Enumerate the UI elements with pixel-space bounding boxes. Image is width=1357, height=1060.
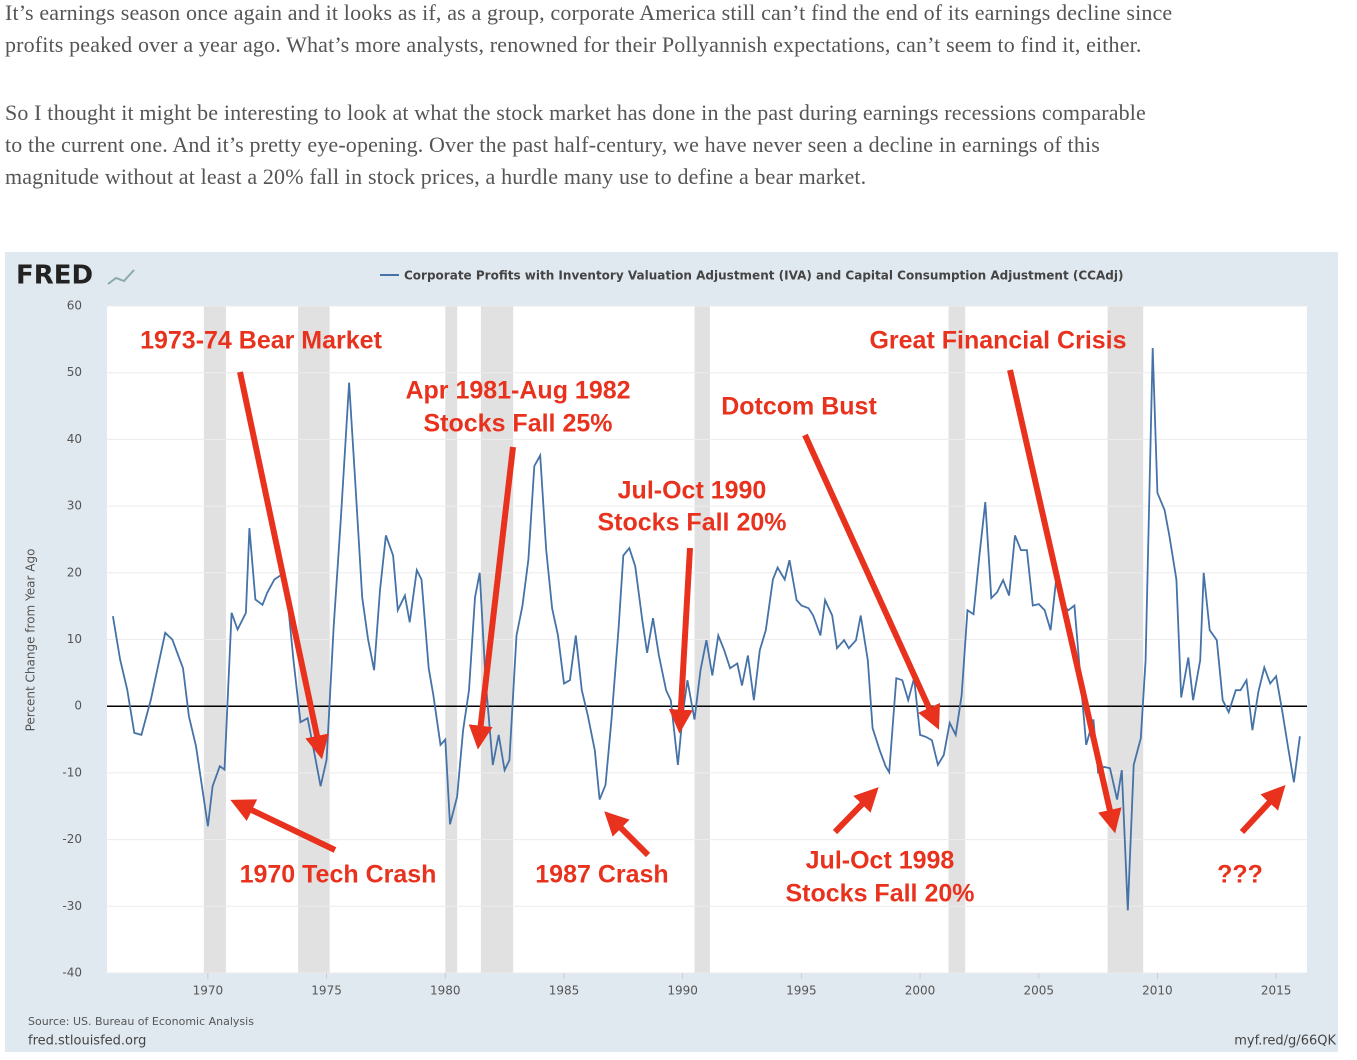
y-tick-label: 30 — [67, 499, 82, 513]
article-line: So I thought it might be interesting to … — [5, 100, 1146, 125]
annotation: Stocks Fall 20% — [786, 880, 975, 908]
y-tick-label: 20 — [67, 565, 82, 579]
arrow — [1007, 369, 1122, 834]
site: fred.stlouisfed.org — [28, 1034, 146, 1049]
x-tick-label: 2005 — [1023, 984, 1054, 998]
y-tick-label: 0 — [74, 699, 82, 713]
annotation: ??? — [1217, 861, 1263, 889]
x-tick-label: 2015 — [1261, 984, 1292, 998]
arrow — [668, 547, 693, 734]
article-line: profits peaked over a year ago. What’s m… — [5, 32, 1142, 57]
arrow — [468, 446, 516, 750]
annotation: 1987 Crash — [535, 861, 668, 889]
arrow — [1239, 784, 1286, 835]
y-tick-label: 10 — [67, 632, 82, 646]
annotation: Apr 1981-Aug 1982 — [405, 377, 630, 405]
arrow — [230, 799, 337, 853]
article-line: to the current one. And it’s pretty eye-… — [5, 132, 1100, 157]
article-line: magnitude without at least a 20% fall in… — [5, 164, 867, 189]
logo: FRED — [16, 261, 93, 291]
y-tick-label: -40 — [62, 966, 82, 980]
x-tick-label: 1985 — [549, 984, 580, 998]
y-tick-label: -10 — [62, 765, 82, 779]
legend-label: Corporate Profits with Inventory Valuati… — [404, 269, 1123, 283]
article-line: It’s earnings season once again and it l… — [5, 0, 1173, 25]
arrow — [832, 787, 879, 835]
x-tick-label: 1980 — [430, 984, 461, 998]
y-axis-label: Percent Change from Year Ago — [24, 549, 38, 732]
x-tick-label: 1990 — [667, 984, 698, 998]
annotation: Jul-Oct 1990 — [618, 477, 767, 505]
x-tick-label: 1975 — [311, 984, 342, 998]
y-tick-label: -30 — [62, 899, 82, 913]
annotation: Stocks Fall 25% — [424, 410, 613, 438]
y-tick-label: 40 — [67, 432, 82, 446]
x-tick-label: 2000 — [905, 984, 936, 998]
arrow — [802, 433, 940, 730]
arrows — [230, 369, 1286, 858]
x-tick-label: 1970 — [193, 984, 224, 998]
annotation: Stocks Fall 20% — [598, 509, 787, 537]
y-tick-label: -20 — [62, 832, 82, 846]
x-tick-label: 2010 — [1142, 984, 1173, 998]
arrow — [237, 371, 329, 760]
series-line — [112, 347, 1301, 911]
annotation: 1973-74 Bear Market — [140, 327, 382, 355]
link: myf.red/g/66QK — [1234, 1034, 1336, 1049]
x-tick-label: 1995 — [786, 984, 817, 998]
arrow — [604, 811, 651, 858]
y-tick-label: 50 — [67, 365, 82, 379]
annotation: Jul-Oct 1998 — [806, 847, 955, 875]
annotation: Dotcom Bust — [721, 393, 877, 421]
logo-icon — [107, 269, 135, 285]
annotation: 1970 Tech Crash — [240, 861, 437, 889]
source: Source: US. Bureau of Economic Analysis — [28, 1015, 254, 1028]
annotation: Great Financial Crisis — [869, 327, 1126, 355]
y-tick-label: 60 — [67, 299, 82, 313]
